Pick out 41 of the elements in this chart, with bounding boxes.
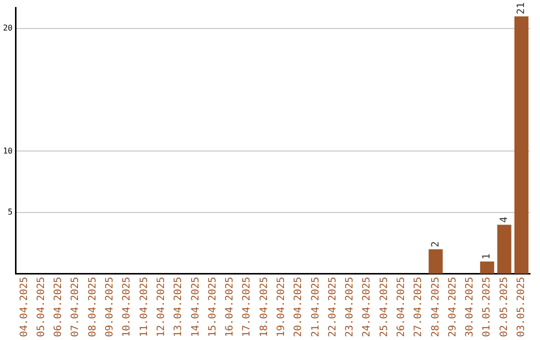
x-tick-label: 14.04.2025 (190, 276, 202, 338)
bar (428, 249, 443, 274)
x-tick-label: 12.04.2025 (156, 276, 167, 338)
x-tick-label: 15.04.2025 (207, 276, 218, 338)
x-tick-label: 25.04.2025 (378, 276, 390, 338)
x-tick-label: 04.04.2025 (18, 276, 30, 338)
x-tick-label: 16.04.2025 (224, 276, 236, 338)
x-tick-label: 09.04.2025 (104, 276, 116, 338)
x-tick-label: 30.04.2025 (464, 276, 476, 338)
data-label: 1 (482, 254, 493, 260)
x-tick-label: 24.04.2025 (362, 276, 373, 338)
x-tick-label: 29.04.2025 (447, 276, 458, 338)
x-tick-label: 06.04.2025 (53, 276, 64, 338)
x-tick-label: 11.04.2025 (138, 276, 150, 338)
x-tick-label: 23.04.2025 (344, 276, 356, 338)
x-tick-label: 19.04.2025 (276, 276, 287, 338)
bar (480, 262, 494, 274)
x-tick-label: 21.04.2025 (310, 276, 322, 338)
x-tick-label: 02.05.2025 (498, 276, 510, 338)
x-tick-label: 13.04.2025 (173, 276, 184, 338)
y-tick-label: 20 (2, 24, 13, 33)
bar (514, 16, 528, 274)
x-tick-label: 28.04.2025 (430, 276, 442, 338)
x-tick-label: 08.04.2025 (87, 276, 98, 338)
x-tick-label: 03.05.2025 (516, 276, 528, 338)
x-tick-label: 07.04.2025 (70, 276, 82, 338)
x-tick-label: 18.04.2025 (258, 276, 270, 338)
x-tick-label: 17.04.2025 (242, 276, 253, 338)
data-label: 2 (430, 241, 442, 248)
x-tick-label: 27.04.2025 (413, 276, 424, 338)
y-tick-label: 10 (2, 146, 13, 156)
data-label: 4 (498, 216, 510, 223)
x-tick-label: 26.04.2025 (396, 276, 407, 338)
data-label: 21 (516, 2, 528, 14)
y-tick-label: 5 (8, 208, 13, 217)
x-tick-label: 22.04.2025 (327, 276, 338, 338)
x-tick-label: 05.04.2025 (36, 276, 47, 338)
bar (497, 224, 512, 274)
x-tick-label: 20.04.2025 (293, 276, 304, 338)
x-tick-label: 10.04.2025 (122, 276, 133, 338)
x-tick-label: 01.05.2025 (482, 276, 493, 338)
